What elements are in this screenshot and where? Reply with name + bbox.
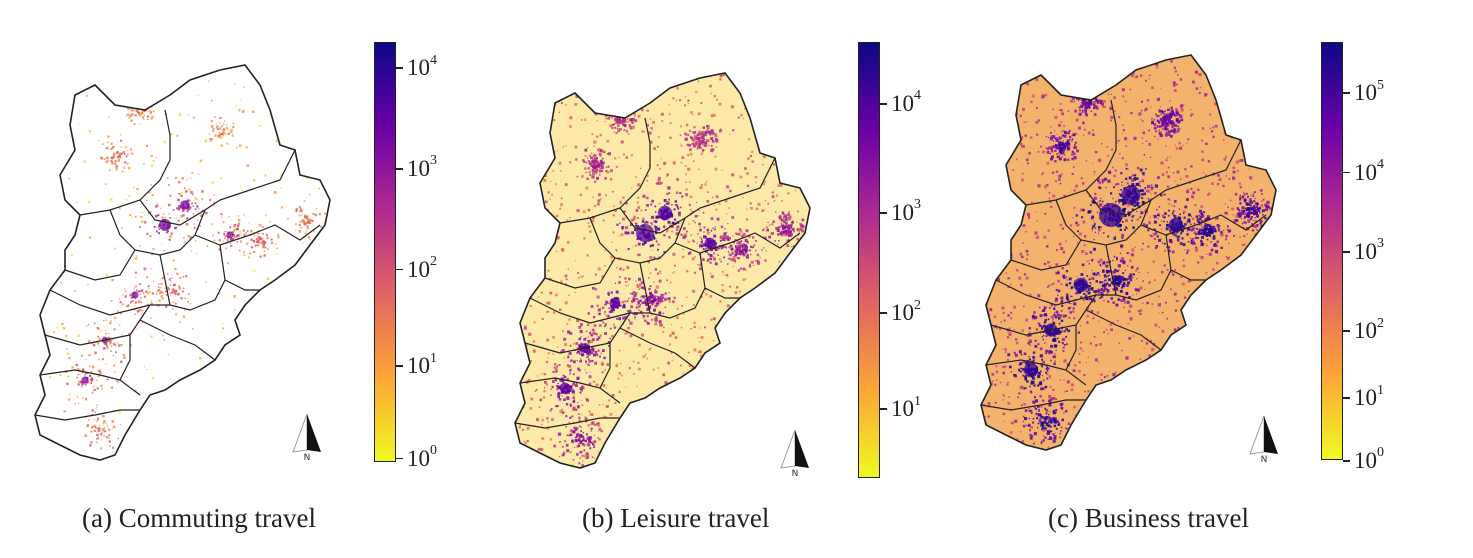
caption-commuting: (a) Commuting travel: [82, 503, 316, 533]
panel-leisure: N (b) Leisure travel 104 103 102 101: [480, 0, 980, 558]
map-commuting: [34, 64, 331, 461]
colorbar-tick-label: 100: [407, 443, 437, 471]
colorbar-tick: [396, 365, 403, 367]
colorbar-tick-label: 102: [407, 254, 437, 282]
colorbar-tick: [396, 67, 403, 69]
colorbar-tick: [1343, 251, 1350, 253]
panel-commuting: N (a) Commuting travel 104 103 102 101 100: [0, 0, 480, 558]
colorbar-tick: [396, 457, 403, 460]
svg-text:N: N: [792, 469, 799, 478]
colorbar-tick: [1343, 460, 1350, 462]
colorbar-tick-label: 100: [1354, 445, 1384, 473]
caption-business: (c) Business travel: [1048, 503, 1249, 533]
colorbar-tick-label: 103: [407, 153, 437, 181]
colorbar-tick: [1343, 92, 1350, 94]
colorbar-tick: [396, 268, 403, 271]
colorbar-tick-label: 103: [891, 197, 921, 226]
colorbar-tick: [880, 408, 887, 410]
colorbar-tick: [396, 168, 403, 170]
panel-business: N (c) Business travel 105 104 103 102 101 100: [960, 0, 1473, 558]
colorbar-tick-label: 103: [1354, 236, 1384, 264]
colorbar-tick: [880, 212, 887, 214]
colorbar-tick-label: 105: [1354, 77, 1384, 106]
colorbar-tick: [880, 312, 887, 314]
colorbar-tick-label: 101: [1354, 382, 1384, 411]
north-arrow-icon: N: [1249, 415, 1278, 464]
colorbar-tick-label: 101: [891, 393, 921, 422]
colorbar-tick-label: 101: [407, 350, 437, 379]
colorbar-tick-label: 104: [891, 88, 921, 117]
colorbar-tick-label: 102: [891, 297, 921, 326]
colorbar-tick: [1343, 330, 1350, 332]
colorbar-leisure: [858, 42, 880, 478]
colorbar-tick-label: 104: [1354, 156, 1384, 185]
caption-leisure: (b) Leisure travel: [582, 503, 770, 533]
colorbar-tick-label: 102: [1354, 315, 1384, 344]
colorbar-commuting: [374, 42, 396, 462]
colorbar-tick-label: 104: [407, 52, 437, 81]
map-leisure: [514, 72, 811, 469]
colorbar-tick: [1343, 171, 1350, 174]
north-arrow-icon: N: [780, 429, 809, 478]
colorbar-business: [1321, 42, 1343, 460]
svg-text:N: N: [304, 453, 311, 462]
map-business: [980, 54, 1277, 451]
north-arrow-icon: N: [292, 413, 321, 462]
colorbar-tick: [880, 103, 887, 105]
colorbar-tick: [1343, 397, 1350, 399]
